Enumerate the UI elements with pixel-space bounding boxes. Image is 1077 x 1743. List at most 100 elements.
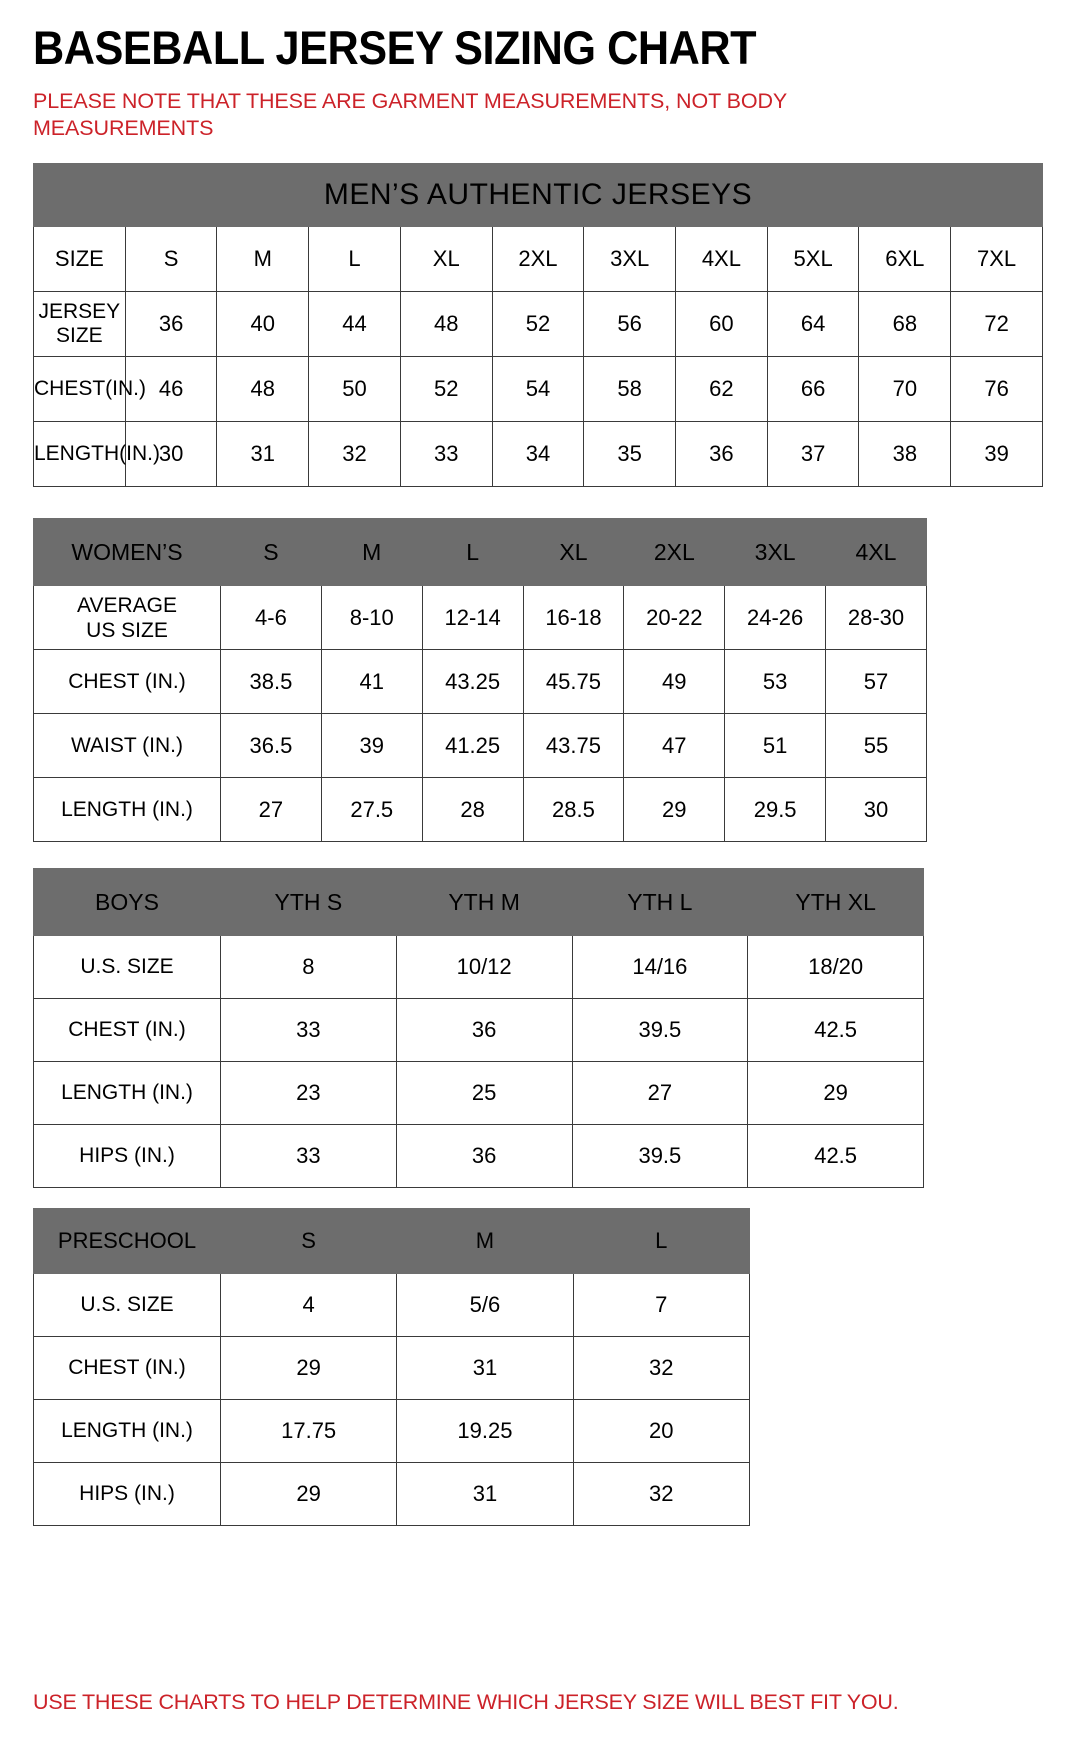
womens-cell: 49 [623,649,726,714]
mens-col-5xl: 5XL [766,226,860,292]
preschool-cell: 7 [572,1273,750,1337]
womens-row-label: WAIST (IN.) [33,713,221,778]
mens-cell: 48 [216,356,310,422]
mens-cell: 58 [583,356,677,422]
womens-cell: 45.75 [522,649,625,714]
mens-sizing-table: MEN’S AUTHENTIC JERSEYS SIZE S M L XL 2X… [33,163,1043,487]
boys-cell: 36 [395,998,573,1062]
mens-col-7xl: 7XL [950,226,1043,292]
table-row: U.S. SIZE 4 5/6 7 [33,1273,750,1337]
page-subtitle: PLEASE NOTE THAT THESE ARE GARMENT MEASU… [33,89,787,140]
preschool-row-label: U.S. SIZE [33,1273,221,1337]
table-header-row: WOMEN’S S M L XL 2XL 3XL 4XL [33,518,927,586]
womens-cell: 12-14 [421,585,524,650]
mens-cell: 34 [491,421,585,487]
table-row: CHEST (IN.) 33 36 39.5 42.5 [33,998,924,1062]
mens-cell: 35 [583,421,677,487]
mens-col-6xl: 6XL [858,226,952,292]
boys-cell: 42.5 [747,1124,924,1188]
table-row: LENGTH (IN.) 17.75 19.25 20 [33,1399,750,1463]
womens-cell: 39 [320,713,423,778]
mens-col-2xl: 2XL [491,226,585,292]
womens-cell: 8-10 [320,585,423,650]
preschool-cell: 32 [572,1462,750,1526]
preschool-header-label: PRESCHOOL [33,1208,221,1274]
boys-cell: 23 [220,1061,397,1125]
mens-cell: 36 [675,421,768,487]
womens-cell: 47 [623,713,726,778]
preschool-cell: 29 [219,1462,398,1526]
mens-cell: 52 [399,356,493,422]
womens-cell: 43.25 [421,649,524,714]
preschool-cell: 31 [396,1336,574,1400]
womens-cell: 29 [623,777,726,842]
mens-cell: 50 [308,356,401,422]
mens-cell: 70 [858,356,952,422]
boys-header-label: BOYS [33,868,221,936]
womens-cell: 57 [825,649,927,714]
boys-row-label: U.S. SIZE [33,935,221,999]
table-header-row: PRESCHOOL S M L [33,1208,750,1274]
table-header-row: BOYS YTH S YTH M YTH L YTH XL [33,868,924,936]
womens-row-label: LENGTH (IN.) [33,777,221,842]
boys-cell: 29 [747,1061,924,1125]
table-row: JERSEY SIZE 36 40 44 48 52 56 60 64 68 7… [33,291,1043,357]
table-row: AVERAGE US SIZE 4-6 8-10 12-14 16-18 20-… [33,585,927,650]
mens-cell: 68 [858,291,952,357]
womens-header-label: WOMEN’S [33,518,221,586]
mens-cell: 44 [308,291,401,357]
boys-cell: 39.5 [571,1124,749,1188]
womens-cell: 29.5 [724,777,827,842]
boys-sizing-table: BOYS YTH S YTH M YTH L YTH XL U.S. SIZE … [33,868,924,1188]
mens-cell: 37 [766,421,860,487]
boys-cell: 39.5 [571,998,749,1062]
mens-cell: 66 [766,356,860,422]
womens-col-m: M [320,518,423,586]
table-banner-row: MEN’S AUTHENTIC JERSEYS [33,163,1043,227]
womens-cell: 51 [724,713,827,778]
womens-sizing-table: WOMEN’S S M L XL 2XL 3XL 4XL AVERAGE US … [33,518,927,842]
boys-row-label: LENGTH (IN.) [33,1061,221,1125]
womens-cell: 4-6 [220,585,322,650]
womens-cell: 38.5 [220,649,322,714]
mens-cell: 54 [491,356,585,422]
boys-cell: 14/16 [571,935,749,999]
mens-header-label: SIZE [33,226,126,292]
womens-row-label-line1: AVERAGE [77,593,177,617]
womens-cell: 30 [825,777,927,842]
boys-cell: 36 [395,1124,573,1188]
boys-cell: 8 [220,935,397,999]
mens-cell: 64 [766,291,860,357]
mens-col-m: M [216,226,310,292]
mens-row-label: JERSEY SIZE [33,291,126,357]
preschool-col-l: L [572,1208,750,1274]
boys-row-label: HIPS (IN.) [33,1124,221,1188]
mens-banner: MEN’S AUTHENTIC JERSEYS [33,163,1043,227]
mens-cell: 52 [491,291,585,357]
boys-col-yth-s: YTH S [220,868,397,936]
womens-col-l: L [421,518,524,586]
womens-cell: 20-22 [623,585,726,650]
womens-cell: 43.75 [522,713,625,778]
mens-col-l: L [308,226,401,292]
mens-cell: 32 [308,421,401,487]
preschool-cell: 31 [396,1462,574,1526]
table-header-row: SIZE S M L XL 2XL 3XL 4XL 5XL 6XL 7XL [33,226,1043,292]
boys-cell: 33 [220,1124,397,1188]
preschool-cell: 5/6 [396,1273,574,1337]
mens-cell: 72 [950,291,1043,357]
womens-col-xl: XL [522,518,625,586]
boys-cell: 18/20 [747,935,924,999]
table-row: WAIST (IN.) 36.5 39 41.25 43.75 47 51 55 [33,713,927,778]
womens-cell: 55 [825,713,927,778]
womens-col-2xl: 2XL [623,518,726,586]
womens-row-label-line2: US SIZE [86,618,168,642]
womens-row-label: AVERAGE US SIZE [33,585,221,650]
preschool-cell: 17.75 [219,1399,398,1463]
mens-cell: 38 [858,421,952,487]
mens-row-label: CHEST(IN.) [33,356,146,422]
mens-cell: 62 [675,356,768,422]
preschool-row-label: LENGTH (IN.) [33,1399,221,1463]
mens-cell: 30 [124,421,218,487]
